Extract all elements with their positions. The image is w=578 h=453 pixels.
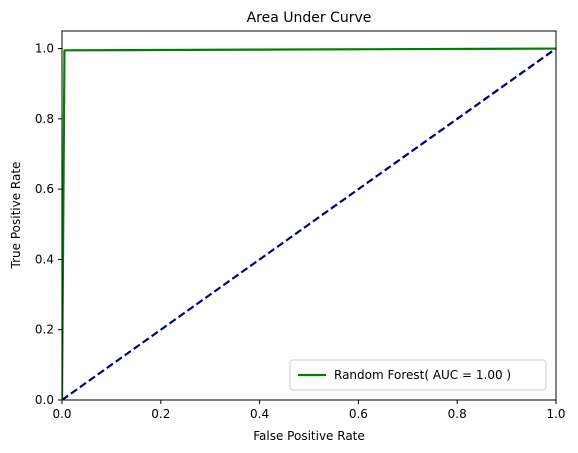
axes: 0.0 0.2 0.4 0.6 0.8 1.0 0.0 0.2 0.4 0.6 0.8 1.0 <box>35 30 566 421</box>
legend-label: Random Forest( AUC = 1.00 ) <box>334 368 511 382</box>
x-tick-label: 0.8 <box>448 407 467 421</box>
y-tick-label: 0.0 <box>35 393 54 407</box>
x-tick-label: 0.6 <box>349 407 368 421</box>
y-tick-label: 0.6 <box>35 182 54 196</box>
x-tick-label: 0.4 <box>250 407 269 421</box>
legend-box <box>289 359 547 391</box>
chance-line <box>62 47 556 400</box>
legend: Random Forest( AUC = 1.00 ) <box>289 359 547 391</box>
x-tick-label: 0.2 <box>151 407 170 421</box>
x-tick-label: 0.0 <box>52 407 71 421</box>
chart-title: Area Under Curve <box>247 10 372 26</box>
y-tick-label: 0.2 <box>35 323 54 337</box>
x-axis-label: False Positive Rate <box>253 429 365 443</box>
x-tick-label: 1.0 <box>546 407 565 421</box>
series-group <box>62 47 556 400</box>
y-tick-label: 1.0 <box>35 42 54 56</box>
plot-area <box>62 47 556 400</box>
y-tick-label: 0.4 <box>35 252 54 266</box>
y-tick-label: 0.8 <box>35 112 54 126</box>
plot-frame <box>61 30 557 401</box>
y-axis-label: True Positive Rate <box>9 162 23 270</box>
roc-curve-line <box>62 47 556 400</box>
